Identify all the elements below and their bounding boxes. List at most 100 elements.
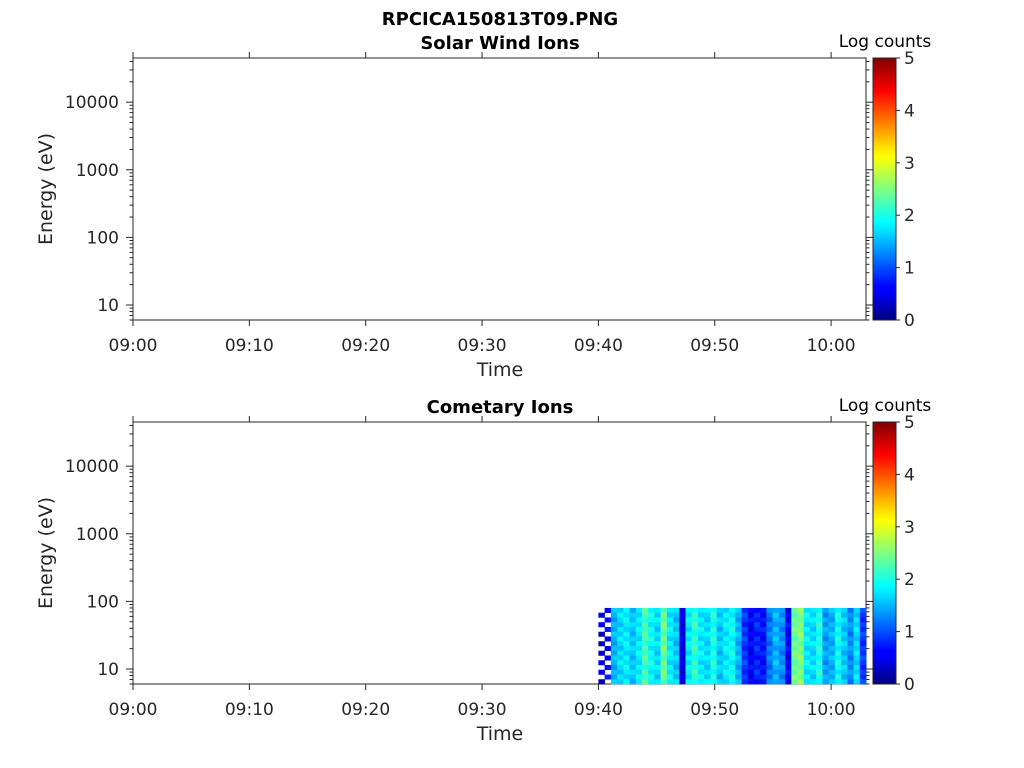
- heatmap-cell: [673, 674, 680, 680]
- heatmap-cell: [673, 669, 680, 675]
- heatmap-cell: [648, 669, 655, 675]
- y-axis-label: Energy (eV): [35, 497, 57, 609]
- heatmap-cell: [617, 622, 624, 628]
- heatmap-cell: [666, 674, 674, 680]
- heatmap-cell: [760, 650, 767, 656]
- heatmap-cell: [778, 664, 786, 671]
- heatmap-cell: [623, 669, 630, 675]
- heatmap-cell: [635, 664, 643, 671]
- heatmap-cell: [809, 669, 817, 675]
- colorbar-label: Log counts: [839, 396, 932, 416]
- heatmap-cell: [859, 650, 867, 656]
- heatmap-cell: [604, 664, 612, 671]
- heatmap-cell: [847, 655, 854, 661]
- heatmap-cell: [722, 679, 730, 685]
- heatmap-cell: [610, 641, 618, 647]
- heatmap-cell: [617, 655, 624, 661]
- heatmap-cell: [673, 607, 680, 613]
- heatmap-cell: [847, 664, 854, 671]
- heatmap-cell: [679, 655, 686, 661]
- heatmap-cell: [617, 679, 624, 685]
- heatmap-cell: [691, 636, 699, 642]
- heatmap-cell: [710, 679, 717, 685]
- heatmap-cell: [760, 626, 767, 633]
- heatmap-cell: [704, 636, 711, 642]
- heatmap-cell: [803, 679, 811, 685]
- heatmap-cell: [679, 641, 686, 647]
- heatmap-cell: [816, 612, 823, 618]
- heatmap-cell: [710, 641, 717, 647]
- heatmap-cell: [785, 626, 792, 633]
- heatmap-cell: [778, 622, 786, 628]
- heatmap-cell: [697, 626, 705, 633]
- heatmap-cell: [679, 650, 686, 656]
- colorbar-ticks: 0 1 2 3 4 5: [896, 49, 915, 331]
- heatmap-cell: [722, 607, 730, 613]
- heatmap-cell: [697, 612, 705, 618]
- heatmap-cell: [747, 645, 755, 652]
- heatmap-cell: [772, 650, 780, 656]
- heatmap-cell: [679, 674, 686, 680]
- heatmap-cell: [853, 645, 861, 652]
- x-tick-label: 09:50: [690, 700, 739, 720]
- heatmap-cell: [710, 636, 717, 642]
- heatmap-cell: [803, 645, 811, 652]
- x-tick-label: 09:30: [458, 700, 507, 720]
- heatmap-cell: [741, 679, 749, 685]
- heatmap-cell: [722, 664, 730, 671]
- heatmap-cell: [691, 674, 699, 680]
- heatmap-cell: [841, 631, 848, 637]
- heatmap-cell: [629, 679, 637, 685]
- x-tick-label: 09:00: [109, 336, 158, 356]
- heatmap-cell: [747, 660, 755, 666]
- heatmap-cell: [859, 669, 867, 675]
- heatmap-cell: [809, 679, 817, 685]
- x-tick-label: 09:10: [225, 700, 274, 720]
- heatmap-cell: [654, 631, 661, 637]
- colorbar-label: Log counts: [839, 32, 932, 52]
- heatmap-cell: [785, 607, 792, 613]
- heatmap-cell: [685, 631, 693, 637]
- heatmap-cell: [834, 664, 842, 671]
- heatmap-cell: [747, 636, 755, 642]
- heatmap-cell: [741, 607, 749, 613]
- heatmap-cell: [704, 664, 711, 671]
- heatmap-cell: [735, 607, 742, 613]
- colorbar-tick-label: 3: [904, 154, 915, 174]
- heatmap-cell: [722, 622, 730, 628]
- y-tick-label: 10000: [65, 93, 119, 113]
- heatmap-cell: [716, 674, 724, 680]
- heatmap-cell: [666, 622, 674, 628]
- heatmap-cell: [828, 669, 836, 675]
- heatmap-cell: [735, 626, 742, 633]
- heatmap-cell: [853, 636, 861, 642]
- heatmap-cell: [760, 664, 767, 671]
- heatmap-cell: [623, 660, 630, 666]
- heatmap-cell: [747, 641, 755, 647]
- x-axis: 09:00 09:10 09:20 09:30 09:40 09:50 10:00: [109, 52, 856, 356]
- heatmap-cell: [847, 660, 854, 666]
- heatmap-cell: [673, 636, 680, 642]
- heatmap-cell: [654, 622, 661, 628]
- heatmap-cell: [797, 645, 805, 652]
- heatmap-cell: [623, 645, 630, 652]
- heatmap-cell: [610, 612, 618, 618]
- heatmap-cell: [816, 655, 823, 661]
- heatmap-cell: [660, 664, 668, 671]
- heatmap-cell: [729, 636, 736, 642]
- heatmap-cell: [778, 641, 786, 647]
- heatmap-cell: [778, 679, 786, 685]
- heatmap-cell: [722, 626, 730, 633]
- heatmap-cell: [722, 674, 730, 680]
- heatmap-cell: [635, 626, 643, 633]
- heatmap-cell: [735, 669, 742, 675]
- heatmap-cell: [735, 645, 742, 652]
- heatmap-cell: [822, 607, 829, 613]
- heatmap-cell: [753, 626, 761, 633]
- heatmap-cell: [648, 674, 655, 680]
- heatmap-cell: [847, 612, 854, 618]
- heatmap-cell: [679, 664, 686, 671]
- heatmap-cell: [617, 645, 624, 652]
- y-tick-label: 10000: [65, 457, 119, 477]
- heatmap-cell: [791, 626, 798, 633]
